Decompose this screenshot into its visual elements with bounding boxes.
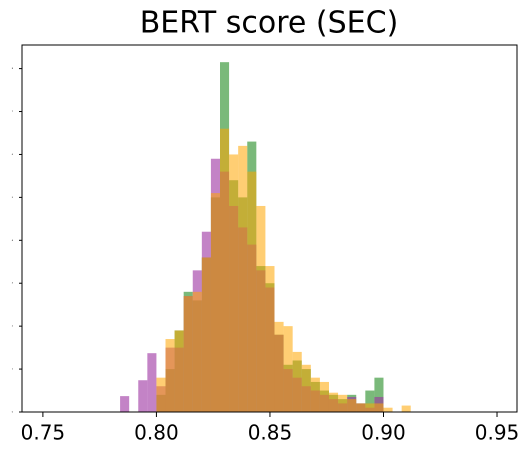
histogram-bar bbox=[374, 377, 384, 412]
chart-title: BERT score (SEC) bbox=[140, 6, 399, 41]
histogram-bar bbox=[310, 377, 320, 412]
histogram-bar bbox=[301, 364, 311, 412]
histogram-bar bbox=[229, 154, 239, 412]
y-tick-label: 2 bbox=[12, 326, 14, 328]
histogram-bar bbox=[265, 266, 275, 412]
histogram-bar bbox=[328, 392, 339, 412]
histogram-bar bbox=[147, 353, 157, 412]
histogram-bar bbox=[256, 205, 266, 412]
histogram-bar bbox=[292, 351, 302, 412]
histogram-bar bbox=[401, 405, 411, 412]
histogram-bar bbox=[238, 145, 248, 412]
histogram-bar bbox=[174, 330, 184, 412]
histogram-bar bbox=[220, 128, 230, 412]
histogram-bar bbox=[120, 396, 130, 412]
histogram-bar bbox=[365, 403, 375, 412]
y-tick-label: 1 bbox=[12, 369, 14, 371]
histogram-bar bbox=[247, 171, 257, 412]
histogram-bar bbox=[319, 381, 329, 412]
histogram-bar bbox=[356, 403, 366, 412]
histogram-bar bbox=[274, 321, 284, 412]
histogram-bar bbox=[183, 296, 193, 412]
y-tick-label: 7 bbox=[12, 111, 14, 113]
histogram-bar bbox=[374, 403, 384, 412]
histogram-bar bbox=[365, 390, 375, 412]
histogram-bar bbox=[192, 291, 202, 412]
y-tick-label: 3 bbox=[12, 283, 14, 285]
y-tick-label: 8 bbox=[12, 68, 14, 70]
x-tick-label: 0.75 bbox=[21, 421, 66, 445]
y-tick-label: 0 bbox=[12, 412, 14, 414]
histogram-bar bbox=[383, 407, 393, 412]
histogram-bar bbox=[210, 193, 220, 412]
histogram-bar bbox=[347, 399, 357, 412]
histogram-bar bbox=[338, 394, 348, 412]
y-tick-label: 5 bbox=[12, 197, 14, 199]
histogram-bar bbox=[156, 377, 166, 412]
x-tick-label: 0.80 bbox=[134, 421, 179, 445]
x-tick-label: 0.90 bbox=[361, 421, 406, 445]
histogram-bar bbox=[165, 339, 175, 412]
histogram-bar bbox=[138, 380, 148, 412]
y-tick-label: 6 bbox=[12, 154, 14, 156]
x-tick-label: 0.85 bbox=[248, 421, 293, 445]
histogram-bar bbox=[201, 257, 211, 412]
histogram-bar bbox=[283, 326, 293, 412]
x-tick-label: 0.95 bbox=[475, 421, 520, 445]
y-tick-label: 4 bbox=[12, 240, 14, 242]
